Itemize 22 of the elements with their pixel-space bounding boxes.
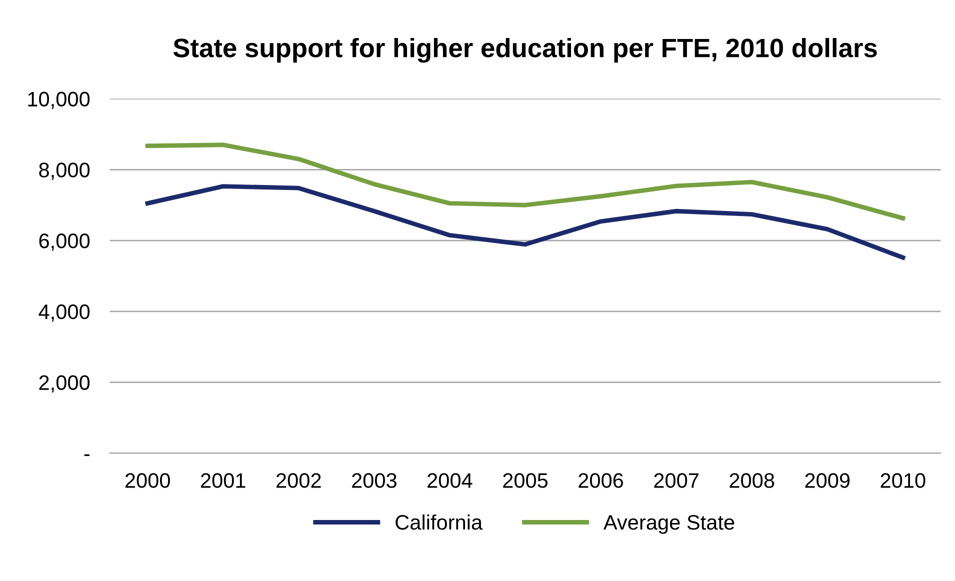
line-series [145,142,906,220]
y-tick-label: 8,000 [39,162,90,180]
x-tick-label: 2000 [125,473,170,488]
x-tick-label: 2008 [730,473,774,488]
y-tick-label: 2,000 [39,375,90,393]
y-tick-label: 4,000 [38,304,90,322]
x-tick-label: 2010 [880,473,926,488]
y-tick-label: 6,000 [39,234,90,251]
x-tick-label: 2001 [201,473,246,488]
x-tick-label: 2002 [276,473,321,488]
x-tick-label: 2007 [654,473,698,488]
x-tick-label: 2009 [805,473,850,488]
line-series [145,184,906,260]
x-tick-label: 2005 [503,473,548,488]
legend-label: California [396,514,483,530]
x-tick-label: 2004 [428,473,472,488]
chart-title: State support for higher education per FTE, 2010 dollars [173,38,877,63]
x-tick-label: 2003 [352,473,396,488]
y-tick-label: - [84,454,90,456]
y-tick-label: 10,000 [28,92,90,109]
legend-label: Average State [603,515,734,534]
x-tick-label: 2006 [578,473,624,488]
